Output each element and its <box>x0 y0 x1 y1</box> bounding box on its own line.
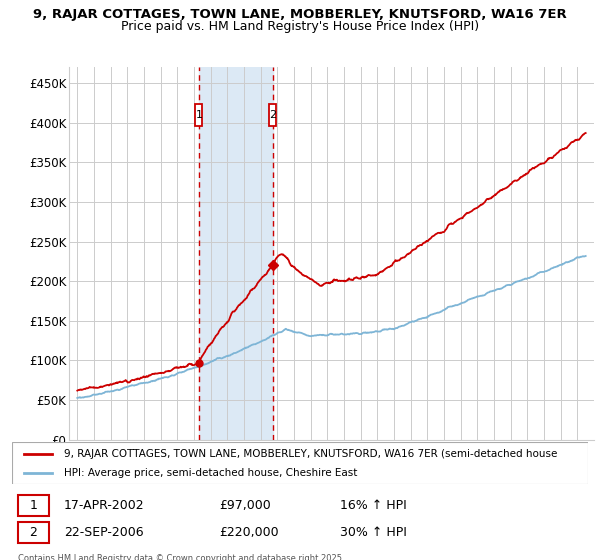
Text: 1: 1 <box>29 499 37 512</box>
Text: 22-SEP-2006: 22-SEP-2006 <box>64 526 143 539</box>
Text: £220,000: £220,000 <box>220 526 279 539</box>
Text: HPI: Average price, semi-detached house, Cheshire East: HPI: Average price, semi-detached house,… <box>64 468 357 478</box>
Text: 17-APR-2002: 17-APR-2002 <box>64 499 145 512</box>
Text: 16% ↑ HPI: 16% ↑ HPI <box>340 499 407 512</box>
Bar <box>196 104 202 126</box>
Text: 30% ↑ HPI: 30% ↑ HPI <box>340 526 407 539</box>
Text: 9, RAJAR COTTAGES, TOWN LANE, MOBBERLEY, KNUTSFORD, WA16 7ER (semi-detached hous: 9, RAJAR COTTAGES, TOWN LANE, MOBBERLEY,… <box>64 449 557 459</box>
Text: 2: 2 <box>269 110 276 120</box>
Bar <box>18 495 49 516</box>
Text: 9, RAJAR COTTAGES, TOWN LANE, MOBBERLEY, KNUTSFORD, WA16 7ER: 9, RAJAR COTTAGES, TOWN LANE, MOBBERLEY,… <box>33 8 567 21</box>
Text: 2: 2 <box>29 526 37 539</box>
Bar <box>269 104 276 126</box>
Text: Price paid vs. HM Land Registry's House Price Index (HPI): Price paid vs. HM Land Registry's House … <box>121 20 479 32</box>
Text: 1: 1 <box>196 110 202 120</box>
Text: Contains HM Land Registry data © Crown copyright and database right 2025.
This d: Contains HM Land Registry data © Crown c… <box>18 554 344 560</box>
Text: £97,000: £97,000 <box>220 499 271 512</box>
Bar <box>199 67 272 440</box>
Bar <box>18 522 49 543</box>
